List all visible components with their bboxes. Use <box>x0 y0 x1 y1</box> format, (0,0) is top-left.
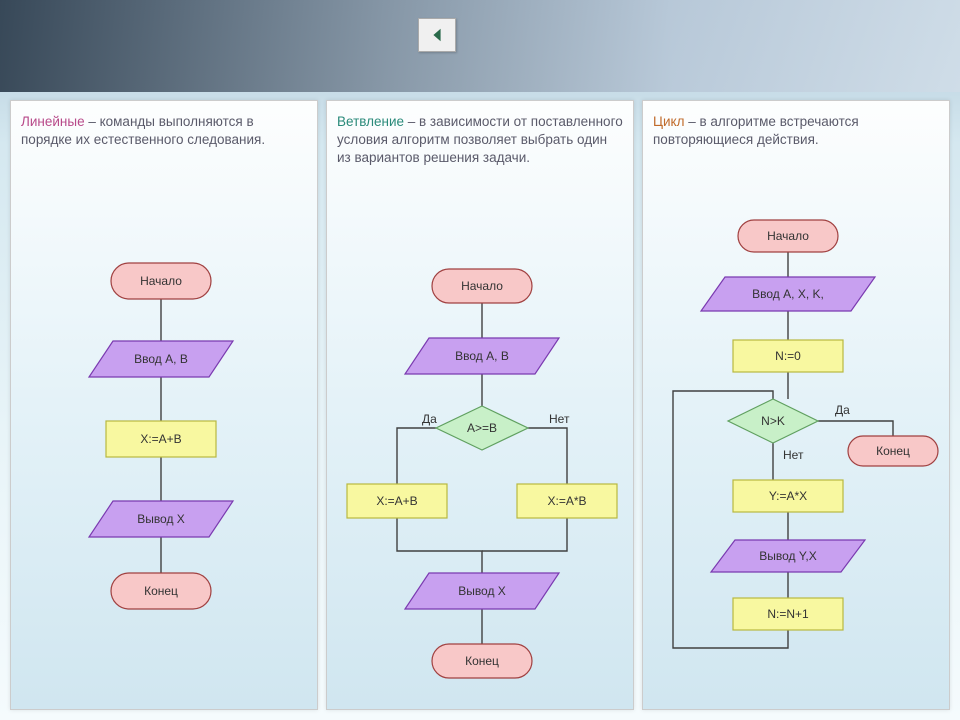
back-icon <box>428 26 446 44</box>
svg-text:N:=N+1: N:=N+1 <box>767 607 809 621</box>
svg-text:Да: Да <box>422 412 437 426</box>
term-branch: Ветвление <box>337 114 404 129</box>
svg-text:N>K: N>K <box>761 414 785 428</box>
desc-branch: Ветвление – в зависимости от поставленно… <box>337 113 623 168</box>
svg-text:Ввод A, X, K,: Ввод A, X, K, <box>752 287 824 301</box>
desc-linear: Линейные – команды выполняются в порядке… <box>21 113 307 149</box>
svg-text:X:=A+B: X:=A+B <box>140 432 181 446</box>
svg-text:A>=B: A>=B <box>467 421 497 435</box>
flow-linear: Начало Ввод A, B X:=A+B Вывод X Конец <box>11 251 311 691</box>
svg-text:Y:=A*X: Y:=A*X <box>769 489 807 503</box>
svg-text:Конец: Конец <box>876 444 910 458</box>
panel-branch: Ветвление – в зависимости от поставленно… <box>326 100 634 710</box>
back-button[interactable] <box>418 18 456 52</box>
svg-text:Ввод A, B: Ввод A, B <box>134 352 188 366</box>
svg-text:Конец: Конец <box>465 654 499 668</box>
svg-text:X:=A+B: X:=A+B <box>376 494 417 508</box>
svg-text:Вывод X: Вывод X <box>458 584 506 598</box>
svg-text:Начало: Начало <box>140 274 182 288</box>
desc-cycle: Цикл – в алгоритме встречаются повторяющ… <box>653 113 939 149</box>
svg-text:Конец: Конец <box>144 584 178 598</box>
svg-text:Начало: Начало <box>767 229 809 243</box>
svg-text:Вывод X: Вывод X <box>137 512 185 526</box>
svg-text:Начало: Начало <box>461 279 503 293</box>
svg-text:Да: Да <box>835 403 850 417</box>
svg-text:Нет: Нет <box>783 448 804 462</box>
panel-linear: Линейные – команды выполняются в порядке… <box>10 100 318 710</box>
term-cycle: Цикл <box>653 114 684 129</box>
flow-cycle: Да Нет Начало Ввод A, X, K, N:=0 N>K Конец Y:=A… <box>643 216 953 711</box>
svg-text:Вывод Y,X: Вывод Y,X <box>759 549 816 563</box>
svg-text:N:=0: N:=0 <box>775 349 801 363</box>
panels-row: Линейные – команды выполняются в порядке… <box>10 100 950 710</box>
svg-text:Нет: Нет <box>549 412 570 426</box>
panel-cycle: Цикл – в алгоритме встречаются повторяющ… <box>642 100 950 710</box>
svg-text:X:=A*B: X:=A*B <box>547 494 586 508</box>
term-linear: Линейные <box>21 114 85 129</box>
desc-cycle-text: – в алгоритме встречаются повторяющиеся … <box>653 114 859 147</box>
flow-branch: Да Нет Начало Ввод A, B A>=B X:=A+B X:=A*B Выво… <box>327 261 637 711</box>
svg-text:Ввод A, B: Ввод A, B <box>455 349 509 363</box>
header-band <box>0 0 960 92</box>
